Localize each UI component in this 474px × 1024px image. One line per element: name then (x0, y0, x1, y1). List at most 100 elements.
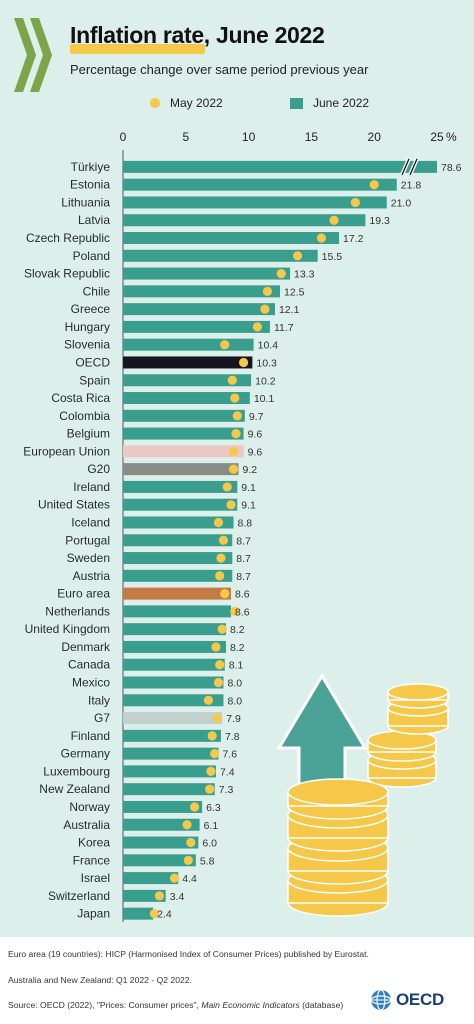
bar-june (123, 427, 244, 440)
bar-june (123, 196, 387, 209)
country-label: Lithuania (61, 195, 110, 209)
dot-may (292, 251, 303, 261)
dot-may (205, 784, 215, 794)
bar-june (123, 374, 252, 387)
country-label: Latvia (78, 213, 110, 227)
value-label: 6.3 (206, 802, 221, 814)
chart-row: United Kingdom 8.2 (25, 622, 245, 636)
chart-row: Portugal 8.7 (65, 533, 251, 547)
chart-row: Finland 7.8 (71, 729, 240, 743)
value-label: 12.1 (279, 304, 300, 316)
bar-june (123, 712, 223, 725)
country-label: Germany (61, 747, 110, 761)
bar-june (123, 534, 233, 547)
chart-row: Latvia 19.3 (78, 213, 390, 227)
bar-june (123, 445, 244, 458)
value-label: 4.4 (182, 873, 197, 885)
chart-row: European Union 9.6 (23, 444, 262, 458)
chart-row: Luxembourg 7.4 (43, 764, 234, 778)
country-label: Sweden (67, 551, 110, 565)
bar-june (123, 160, 437, 173)
footer: Euro area (19 countries): HICP (Harmonis… (0, 937, 474, 1024)
bar-june (123, 907, 154, 920)
country-label: Ireland (73, 480, 110, 494)
source-prefix: Source: OECD (2022), "Prices: Consumer p… (8, 1000, 202, 1010)
country-label: Chile (83, 284, 111, 298)
dot-may (213, 677, 224, 688)
country-label: Türkiye (71, 160, 111, 174)
value-label: 10.4 (258, 340, 279, 352)
country-label: Israel (81, 871, 110, 885)
chart-row: Ireland 9.1 (73, 480, 256, 494)
value-label: 10.2 (255, 375, 276, 387)
dot-may (154, 891, 165, 901)
dot-may (149, 909, 159, 919)
country-label: Switzerland (48, 889, 110, 903)
country-label: Slovak Republic (24, 267, 110, 281)
dot-may (216, 553, 226, 563)
value-label: 21.0 (391, 197, 412, 209)
legend-dot-icon (150, 98, 160, 108)
value-label: 9.7 (249, 411, 264, 423)
country-label: Colombia (59, 409, 110, 423)
country-label: Japan (77, 907, 110, 921)
bar-june (123, 694, 224, 707)
value-label: 21.8 (401, 180, 422, 192)
chart-row: Euro area 8.6 (57, 587, 249, 601)
oecd-logo-text: OECD (396, 990, 444, 1009)
chart-row: Canada 8.1 (68, 658, 244, 672)
value-label: 13.3 (294, 269, 315, 281)
value-label: 10.3 (256, 357, 277, 369)
value-label: 9.1 (241, 482, 256, 494)
bar-june (123, 854, 196, 867)
oecd-chevron-logo (14, 18, 52, 92)
value-label: 9.1 (241, 500, 256, 512)
value-label: 8.1 (229, 660, 244, 672)
country-label: United States (38, 498, 110, 512)
tick-label: 0 (120, 130, 127, 144)
country-label: Finland (71, 729, 110, 743)
footnote-aus-nz: Australia and New Zealand: Q1 2022 - Q2 … (8, 975, 192, 985)
value-label: 11.7 (274, 322, 294, 334)
chart-row: Chile 12.5 (83, 284, 305, 298)
country-label: Korea (78, 836, 110, 850)
dot-may (260, 304, 270, 314)
country-label: G20 (87, 462, 110, 476)
value-label: 15.5 (322, 251, 343, 263)
dot-may (262, 286, 273, 296)
value-label: 19.3 (369, 215, 390, 227)
value-label: 8.6 (235, 589, 250, 601)
dot-may (228, 464, 239, 474)
tick-label: 5 (182, 130, 189, 144)
value-label: 8.8 (238, 517, 253, 529)
bar-june (123, 249, 318, 262)
value-label: 8.7 (236, 535, 251, 547)
bar-june (123, 658, 225, 671)
dot-may (226, 500, 236, 510)
chart-row: Mexico 8.0 (72, 676, 242, 690)
value-label: 7.3 (219, 784, 234, 796)
dot-may (252, 322, 262, 332)
value-label: 7.8 (225, 731, 240, 743)
dot-may (182, 820, 192, 830)
chart-row: Italy 8.0 (88, 693, 242, 707)
tick-label: 10 (242, 130, 256, 144)
value-label: 9.6 (248, 429, 263, 441)
value-label: 78.6 (441, 162, 462, 174)
country-label: Austria (73, 569, 111, 583)
country-label: Canada (68, 658, 110, 672)
country-label: Slovenia (64, 338, 110, 352)
country-label: OECD (75, 355, 110, 369)
dot-may (215, 571, 225, 581)
chart-row: Israel 4.4 (81, 871, 197, 885)
bar-june (123, 818, 200, 831)
chart-row: Belgium 9.6 (67, 427, 263, 441)
dot-may (218, 535, 229, 545)
dot-may (230, 393, 240, 403)
legend-label-june: June 2022 (313, 96, 370, 110)
chart-row: Austria 8.7 (73, 569, 251, 583)
tick-unit-label: % (446, 130, 457, 144)
country-label: Norway (69, 800, 110, 814)
chart-row: Poland 15.5 (73, 249, 343, 263)
